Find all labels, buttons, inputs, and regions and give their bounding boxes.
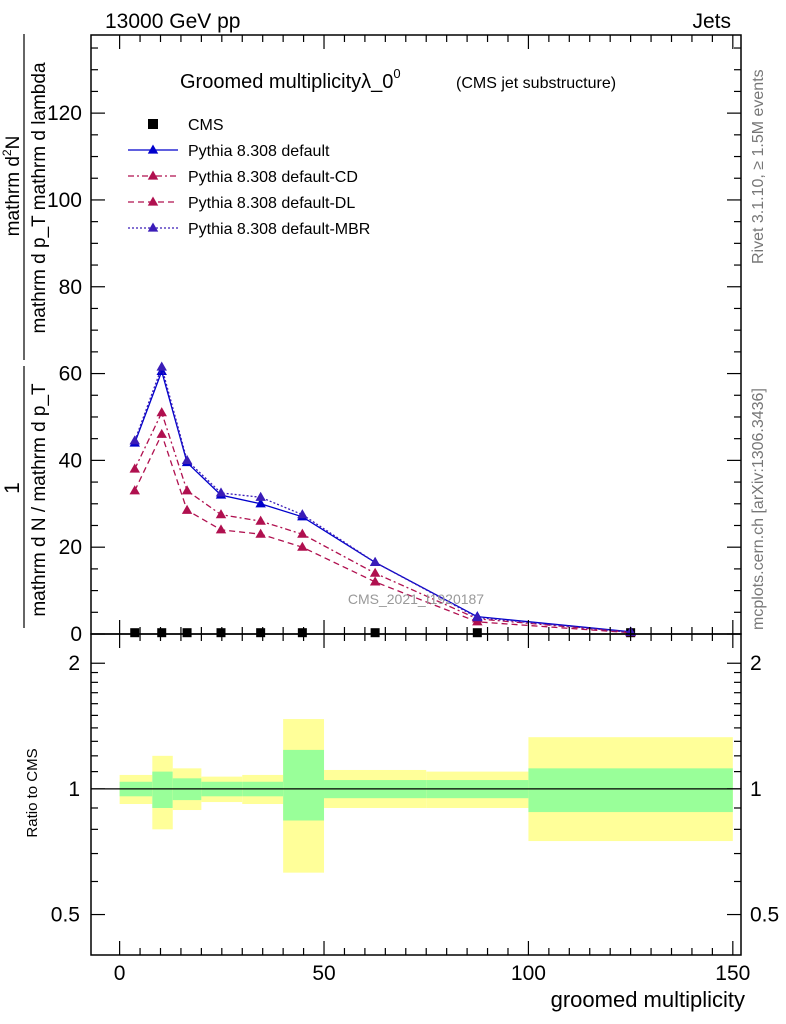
- series-point-pythia-8-308-default: [255, 498, 266, 508]
- series-point-pythia-8-308-default-mbr: [255, 491, 266, 501]
- main-plot-series: [129, 361, 636, 638]
- chart-title-main: Groomed multiplicityλ_0: [180, 71, 393, 93]
- ratio-tick-label-right: 2: [750, 652, 762, 675]
- legend-label-pythia-8-308-default-mbr: Pythia 8.308 default-MBR: [188, 221, 370, 238]
- series-point-pythia-8-308-default-mbr: [369, 556, 381, 566]
- legend-label-pythia-8-308-default: Pythia 8.308 default: [188, 143, 330, 160]
- series-point-pythia-8-308-default-cd: [369, 567, 381, 577]
- data-point-cms: [370, 628, 380, 638]
- series-point-pythia-8-308-default-dl: [369, 576, 381, 586]
- legend-marker-pythia-8-308-default-dl: [147, 196, 159, 206]
- series-point-pythia-8-308-default-dl: [156, 428, 167, 438]
- y-tick-label: 0: [70, 623, 82, 646]
- energy-label: 13000 GeV pp: [105, 10, 240, 33]
- ratio-tick-label-right: 1: [750, 778, 762, 801]
- y-axis-label: 1 mathrm d N / mathrm d p_T mathrm d2N m…: [0, 34, 50, 628]
- y-label-numerator-sup: 2: [0, 149, 14, 156]
- y-tick-label: 120: [47, 102, 82, 125]
- chart-subtitle: (CMS jet substructure): [456, 75, 616, 92]
- series-point-pythia-8-308-default-cd: [215, 509, 227, 519]
- x-tick-label: 150: [715, 962, 750, 985]
- x-tick-label: 50: [312, 962, 335, 985]
- series-point-pythia-8-308-default-dl: [255, 528, 266, 538]
- series-point-pythia-8-308-default-dl: [181, 504, 193, 514]
- series-point-pythia-8-308-default-mbr: [129, 435, 140, 445]
- series-point-pythia-8-308-default-cd: [297, 528, 308, 538]
- ratio-plot-frame: [90, 633, 742, 956]
- y-tick-label: 100: [47, 189, 82, 212]
- legend-marker-pythia-8-308-default-mbr: [147, 222, 159, 232]
- y-label-numerator-rest: N: [3, 136, 24, 150]
- data-point-cms: [297, 628, 307, 638]
- x-tick-label: 100: [511, 962, 546, 985]
- data-point-cms: [157, 628, 167, 638]
- y-label-one: 1: [1, 482, 24, 494]
- ratio-stat-band: [152, 771, 173, 808]
- series-point-pythia-8-308-default-mbr: [472, 612, 483, 622]
- legend-marker-pythia-8-308-default-cd: [147, 170, 159, 180]
- analysis-watermark: CMS_2021_I1920187: [348, 591, 484, 607]
- y-tick-label: 80: [59, 276, 82, 299]
- ratio-tick-label: 2: [68, 652, 80, 675]
- ratio-uncertainty-bands: [91, 719, 741, 873]
- y-tick-label: 20: [59, 536, 82, 559]
- y-label-denominator: mathrm d p_T mathrm d lambda: [29, 62, 50, 333]
- data-point-cms: [216, 628, 226, 638]
- legend-label-pythia-8-308-default-cd: Pythia 8.308 default-CD: [188, 169, 358, 186]
- series-point-pythia-8-308-default-mbr: [156, 361, 167, 371]
- ratio-stat-band: [283, 749, 325, 821]
- ratio-tick-label: 1: [68, 778, 80, 801]
- data-point-cms: [256, 628, 266, 638]
- axes-ticks: 0 50 100 150 0 20 40 60 80 100 120 0.5 0.5 1 1 2 2: [47, 35, 779, 985]
- series-point-pythia-8-308-default-mbr: [181, 454, 193, 464]
- y-label-prefix-denominator: mathrm d N / mathrm d p_T: [29, 383, 50, 617]
- series-point-pythia-8-308-default-cd: [156, 407, 167, 417]
- series-point-pythia-8-308-default-mbr: [215, 487, 227, 497]
- series-point-pythia-8-308-default-cd: [129, 463, 140, 473]
- series-point-pythia-8-308-default-dl: [215, 524, 227, 534]
- ratio-tick-label-right: 0.5: [750, 904, 779, 927]
- rivet-version-label: Rivet 3.1.10, ≥ 1.5M events: [750, 69, 767, 264]
- series-point-pythia-8-308-default-dl: [297, 541, 308, 551]
- data-point-cms: [182, 628, 192, 638]
- chart-title: Groomed multiplicityλ_00: [180, 66, 401, 93]
- data-point-cms: [130, 628, 140, 638]
- data-point-cms: [472, 628, 482, 638]
- ratio-y-label: Ratio to CMS: [24, 748, 41, 837]
- ratio-stat-band: [528, 768, 733, 813]
- category-label: Jets: [692, 10, 731, 33]
- y-label-numerator-base: mathrm d: [3, 156, 24, 236]
- legend-label-pythia-8-308-default-dl: Pythia 8.308 default-DL: [188, 195, 355, 212]
- x-axis-label: groomed multiplicity: [551, 987, 745, 1012]
- y-label-numerator: mathrm d2N: [0, 136, 24, 237]
- series-point-pythia-8-308-default-mbr: [297, 509, 308, 519]
- y-tick-label: 40: [59, 449, 82, 472]
- legend-marker-pythia-8-308-default: [147, 144, 159, 154]
- legend-label-cms: CMS: [188, 117, 224, 134]
- y-tick-label: 60: [59, 363, 82, 386]
- legend: CMS Pythia 8.308 default Pythia 8.308 defa…: [128, 117, 370, 238]
- x-tick-label: 0: [114, 962, 126, 985]
- series-point-pythia-8-308-default-dl: [129, 485, 140, 495]
- series-point-pythia-8-308-default-cd: [181, 485, 193, 495]
- chart-title-sup: 0: [393, 66, 400, 81]
- series-point-pythia-8-308-default-cd: [255, 515, 266, 525]
- ratio-tick-label: 0.5: [51, 904, 80, 927]
- mcplots-label: mcplots.cern.ch [arXiv:1306.3436]: [750, 388, 767, 630]
- legend-marker-cms: [148, 119, 158, 129]
